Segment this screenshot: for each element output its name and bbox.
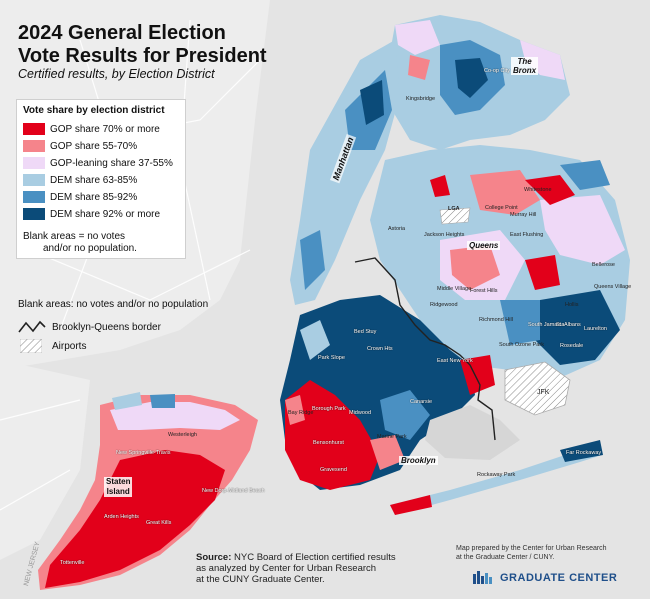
legend-item-dem92: DEM share 92% or more (23, 207, 160, 221)
legend-item-gop55: GOP share 55-70% (23, 139, 137, 153)
credit-line1: Map prepared by the Center for Urban Res… (456, 545, 607, 552)
queens-gop55-middle-village (450, 245, 500, 290)
title-line2: Vote Results for President (18, 45, 267, 67)
rockaway-area (390, 445, 602, 515)
legend-blank-note-2: and/or no population. (43, 243, 137, 254)
jamaica-bay (425, 405, 520, 460)
airport-hatch-icon (20, 339, 42, 353)
brooklyn-gop70-east (460, 355, 495, 395)
legend-item-gop70: GOP share 70% or more (23, 122, 160, 136)
brooklyn-dem85-canarsie (380, 390, 430, 440)
graduate-center-logo: GRADUATE CENTER (472, 571, 617, 584)
map-title: 2024 General Election Vote Results for P… (18, 22, 267, 68)
label-staten-island: Staten Island (104, 477, 133, 497)
source-line1: NYC Board of Election certified results (231, 552, 396, 563)
si-gop70-south (45, 450, 225, 588)
legend-swatch (23, 123, 45, 135)
building-logo-icon (473, 571, 492, 584)
key-blank-areas: Blank areas: no votes and/or no populati… (18, 299, 209, 310)
legend-item-dem85: DEM share 85-92% (23, 190, 137, 204)
legend-label: GOP share 55-70% (50, 140, 138, 152)
queens-gop70-patch (430, 175, 450, 197)
legend-title: Vote share by election district (23, 105, 165, 116)
brooklyn-dem63-nw (300, 320, 330, 360)
legend-label: DEM share 85-92% (50, 191, 138, 203)
source-line2: as analyzed by Center for Urban Research (196, 563, 377, 574)
legend-label: DEM share 63-85% (50, 174, 138, 186)
key-airports: Airports (52, 341, 87, 352)
queens-gop70-whitestone (525, 175, 575, 205)
manhattan-north-dem92 (360, 80, 384, 125)
key-border: Brooklyn-Queens border (52, 322, 161, 333)
bronx-gop55 (408, 55, 430, 80)
legend-swatch (23, 140, 45, 152)
map-subtitle: Certified results, by Election District (18, 67, 215, 81)
bronx-dem92 (455, 58, 488, 98)
queens-gop70-patch2 (525, 255, 560, 290)
label-brooklyn: Brooklyn (399, 456, 438, 465)
legend-swatch (23, 208, 45, 220)
queens-gop55-college-point (470, 170, 540, 215)
legend-item-lean: GOP-leaning share 37-55% (23, 156, 173, 170)
far-rockaway-dem92 (560, 440, 603, 462)
bronx-lean-east (520, 40, 565, 80)
lga-airport (439, 207, 471, 225)
si-lean-north (110, 402, 240, 430)
rockaway-gop70 (390, 495, 432, 515)
source-label: Source: (196, 552, 232, 563)
new-jersey-south-land (0, 360, 90, 560)
title-line1: 2024 General Election (18, 22, 226, 44)
legend-label: GOP share 70% or more (50, 123, 160, 135)
label-bronx: The Bronx (511, 57, 539, 75)
label-queens: Queens (467, 241, 501, 250)
graduate-center-text: GRADUATE CENTER (500, 571, 618, 584)
queens-dem92-southeast (535, 290, 620, 365)
source-line3: at the CUNY Graduate Center. (196, 574, 325, 585)
legend-label: DEM share 92% or more (50, 208, 161, 220)
queens-dem85-jamaica (500, 300, 540, 345)
manhattan-south-dem85 (300, 230, 325, 290)
si-dem85-north (150, 394, 175, 408)
legend-swatch (23, 191, 45, 203)
legend-swatch (23, 174, 45, 186)
queens-dem85-ne (560, 160, 610, 190)
brooklyn-queens-border (354, 257, 496, 441)
jfk-airport (504, 361, 571, 416)
brooklyn-gop55-marine (370, 435, 405, 470)
queens-lean-east (540, 195, 625, 265)
source-note: Source: NYC Board of Election certified … (196, 552, 396, 585)
credit-note: Map prepared by the Center for Urban Res… (456, 544, 607, 562)
legend-box: Vote share by election district GOP shar… (16, 99, 186, 259)
si-dem-north (112, 392, 142, 410)
brooklyn-gop70-south (285, 380, 380, 490)
brooklyn-gop55-bayridge (285, 395, 305, 425)
legend-item-dem63: DEM share 63-85% (23, 173, 137, 187)
legend-label: GOP-leaning share 37-55% (50, 157, 173, 169)
border-line-icon (18, 320, 46, 333)
legend-swatch (23, 157, 45, 169)
credit-line2: at the Graduate Center / CUNY. (456, 554, 555, 561)
legend-blank-note: Blank areas = no votes (23, 231, 126, 242)
bronx-lean-north (395, 20, 440, 55)
